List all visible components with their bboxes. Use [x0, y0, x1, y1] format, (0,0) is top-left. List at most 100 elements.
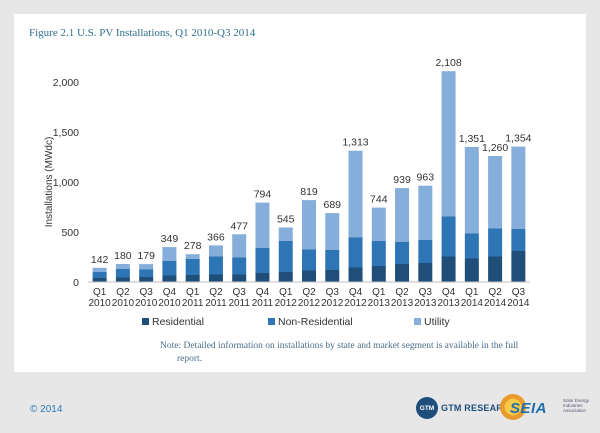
bar-segment-non-residential: [464, 233, 479, 259]
x-tick-quarter: Q3: [419, 287, 433, 298]
bar-total-label: 179: [137, 250, 155, 262]
x-tick-year: 2010: [135, 298, 158, 309]
bar-segment-residential: [395, 264, 410, 282]
x-tick-year: 2013: [391, 298, 414, 309]
bar-segment-non-residential: [139, 269, 154, 277]
x-tick-quarter: Q3: [139, 287, 153, 298]
bar-segment-residential: [162, 275, 177, 282]
bar-segment-non-residential: [185, 259, 200, 275]
legend-swatch: [414, 318, 421, 325]
x-tick-year: 2014: [484, 298, 507, 309]
x-tick-quarter: Q1: [93, 287, 107, 298]
copyright-text: © 2014: [30, 404, 63, 415]
bar-segment-residential: [488, 256, 503, 282]
bar-segment-residential: [418, 263, 433, 282]
legend-swatch: [142, 318, 149, 325]
bar-segment-utility: [278, 227, 293, 241]
note-line-2: report.: [177, 354, 203, 364]
gtm-research-label: GTM RESEARCH: [441, 403, 517, 413]
bar-segment-utility: [302, 200, 316, 250]
y-tick-label: 0: [73, 277, 79, 289]
bar-segment-non-residential: [232, 257, 247, 275]
x-tick-quarter: Q2: [395, 287, 409, 298]
x-tick-year: 2013: [437, 298, 460, 309]
bar-segment-utility: [348, 150, 363, 238]
bar-segment-non-residential: [348, 237, 363, 268]
bar-segment-residential: [325, 270, 340, 282]
x-tick-year: 2012: [298, 298, 321, 309]
x-tick-quarter: Q1: [186, 287, 200, 298]
x-tick-quarter: Q3: [326, 287, 340, 298]
x-tick-year: 2011: [228, 298, 250, 309]
bar-total-label: 2,108: [435, 57, 461, 69]
bar-segment-non-residential: [302, 249, 316, 271]
bar-segment-residential: [278, 272, 293, 282]
bar-segment-utility: [115, 264, 130, 269]
x-tick-quarter: Q2: [209, 287, 223, 298]
bar-segment-residential: [511, 251, 526, 282]
bar-total-label: 939: [393, 174, 411, 186]
bar-total-label: 1,354: [505, 133, 531, 145]
x-tick-quarter: Q3: [512, 287, 526, 298]
bar-segment-residential: [302, 270, 316, 282]
bar-segment-residential: [232, 274, 247, 282]
bar-segment-residential: [115, 277, 130, 282]
bar-total-label: 1,351: [459, 133, 485, 145]
bar-segment-residential: [441, 256, 456, 282]
gtm-badge-icon: GTM: [416, 397, 438, 419]
bar-segment-residential: [185, 275, 200, 282]
x-tick-year: 2010: [112, 298, 135, 309]
bar-segment-residential: [255, 273, 270, 282]
bar-segment-residential: [92, 278, 107, 282]
bar-segment-utility: [418, 185, 433, 240]
bar-total-label: 545: [277, 214, 295, 226]
x-tick-quarter: Q1: [465, 287, 479, 298]
bar-segment-residential: [464, 258, 479, 282]
bar-segment-utility: [464, 146, 479, 234]
bar-segment-non-residential: [511, 229, 526, 251]
bar-segment-non-residential: [115, 269, 130, 278]
seia-logo: SEIA Solar Energy Industries Association: [500, 392, 589, 422]
bar-segment-utility: [139, 264, 154, 270]
bar-segment-residential: [371, 266, 386, 282]
bar-segment-non-residential: [255, 248, 270, 273]
bar-segment-utility: [232, 234, 247, 258]
x-tick-year: 2014: [507, 298, 530, 309]
bar-total-label: 142: [91, 254, 109, 266]
seia-tagline: Solar Energy Industries Association: [563, 398, 590, 413]
x-tick-year: 2011: [205, 298, 227, 309]
bar-segment-residential: [208, 274, 223, 282]
bar-segment-non-residential: [208, 256, 223, 275]
x-tick-year: 2011: [182, 298, 204, 309]
bar-segment-utility: [395, 188, 410, 242]
bar-total-label: 794: [254, 189, 272, 201]
bar-segment-utility: [185, 254, 200, 259]
x-tick-year: 2010: [158, 298, 181, 309]
y-tick-label: 1,500: [53, 127, 79, 139]
x-tick-quarter: Q2: [302, 287, 316, 298]
x-tick-year: 2012: [344, 298, 367, 309]
bar-segment-non-residential: [278, 241, 293, 272]
bar-total-label: 744: [370, 194, 388, 206]
note-line-1: Note: Detailed information on installati…: [160, 341, 519, 351]
bar-segment-residential: [348, 267, 363, 282]
bar-segment-residential: [139, 277, 154, 282]
bar-total-label: 366: [207, 231, 225, 243]
bar-segment-utility: [92, 267, 107, 272]
x-tick-year: 2012: [321, 298, 344, 309]
bar-segment-non-residential: [371, 241, 386, 266]
x-tick-year: 2012: [275, 298, 298, 309]
x-tick-quarter: Q3: [233, 287, 247, 298]
bar-total-label: 819: [300, 186, 318, 198]
bar-segment-utility: [255, 202, 270, 248]
x-tick-quarter: Q4: [163, 287, 177, 298]
bar-segment-non-residential: [395, 242, 410, 264]
x-tick-year: 2011: [252, 298, 274, 309]
bar-segment-utility: [208, 245, 223, 257]
y-axis-label: Installations (MWdc): [44, 137, 55, 228]
bar-total-label: 349: [161, 233, 179, 245]
seia-label: SEIA: [510, 400, 548, 417]
x-tick-quarter: Q4: [349, 287, 363, 298]
